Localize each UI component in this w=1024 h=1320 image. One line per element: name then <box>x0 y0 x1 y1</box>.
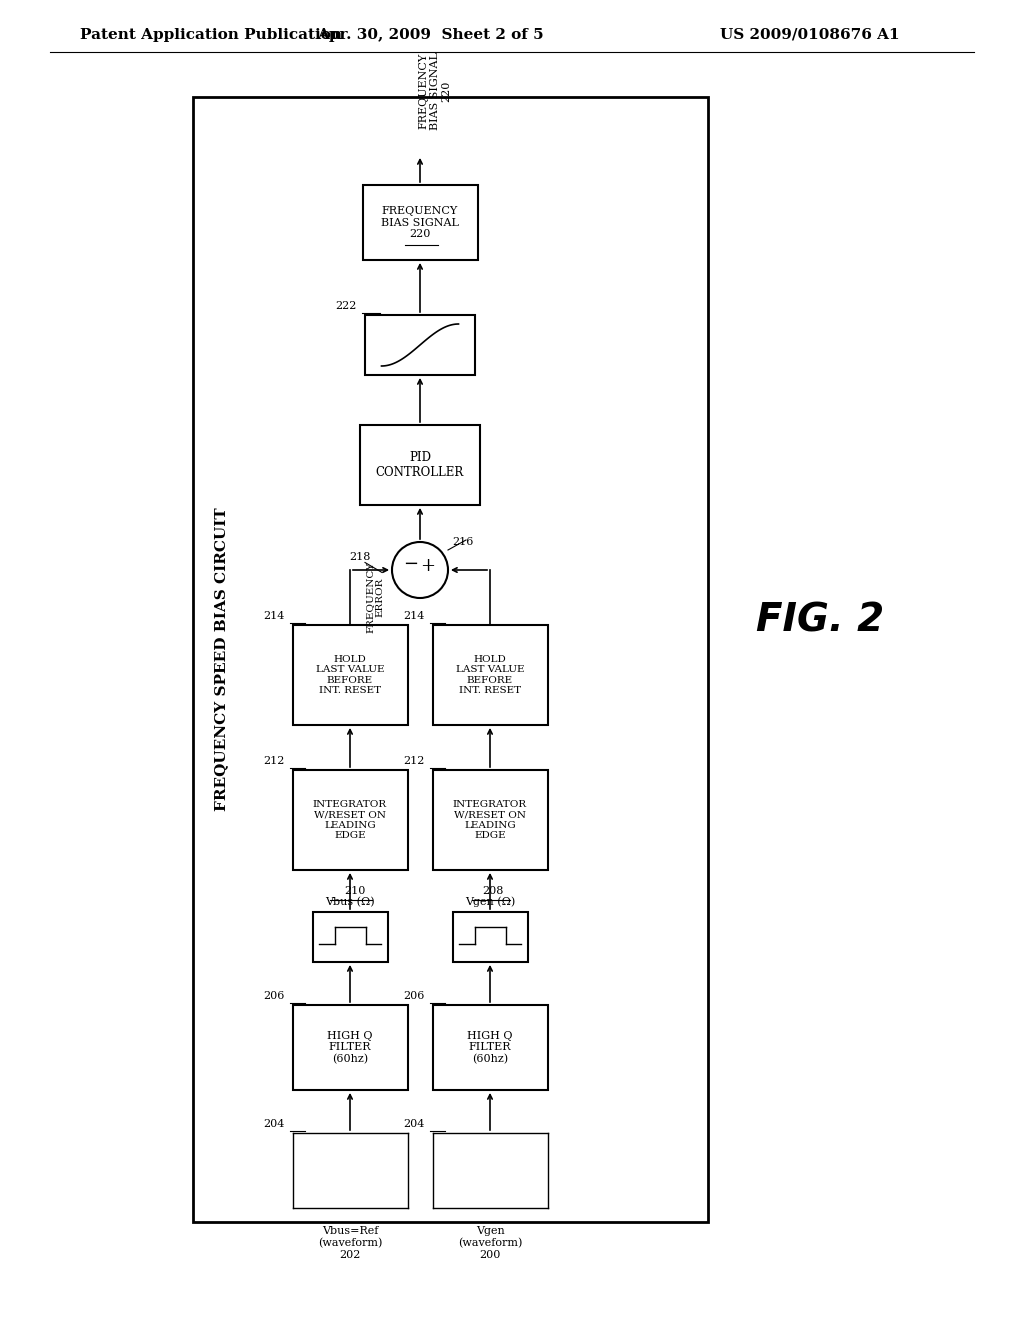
Text: 216: 216 <box>452 537 473 546</box>
Text: 214: 214 <box>403 611 425 620</box>
Text: FIG. 2: FIG. 2 <box>756 601 884 639</box>
Text: Vgen
(waveform)
200: Vgen (waveform) 200 <box>458 1226 522 1259</box>
Text: HOLD
LAST VALUE
BEFORE
INT. RESET: HOLD LAST VALUE BEFORE INT. RESET <box>315 655 384 696</box>
Text: −: − <box>403 554 419 573</box>
Text: 208: 208 <box>482 886 504 896</box>
Bar <box>362 185 478 260</box>
Text: INTEGRATOR
W/RESET ON
LEADING
EDGE: INTEGRATOR W/RESET ON LEADING EDGE <box>313 800 387 840</box>
Text: 204: 204 <box>263 1119 285 1129</box>
Bar <box>360 425 480 506</box>
Text: 212: 212 <box>263 756 285 766</box>
Bar <box>193 96 708 1222</box>
Text: 218: 218 <box>349 553 371 562</box>
Text: US 2009/0108676 A1: US 2009/0108676 A1 <box>720 28 900 42</box>
Bar <box>433 1005 548 1090</box>
Text: FREQUENCY
BIAS SIGNAL
220: FREQUENCY BIAS SIGNAL 220 <box>381 206 459 239</box>
Bar <box>293 770 408 870</box>
Text: 206: 206 <box>263 991 285 1001</box>
Text: FREQUENCY
BIAS SIGNAL
220: FREQUENCY BIAS SIGNAL 220 <box>419 51 452 129</box>
Text: FREQUENCY SPEED BIAS CIRCUIT: FREQUENCY SPEED BIAS CIRCUIT <box>214 508 228 812</box>
Text: Vbus (Ω): Vbus (Ω) <box>326 896 375 907</box>
Bar <box>453 912 528 962</box>
Text: PID
CONTROLLER: PID CONTROLLER <box>376 451 464 479</box>
Text: HIGH Q
FILTER
(60hz): HIGH Q FILTER (60hz) <box>467 1031 513 1064</box>
Text: 212: 212 <box>403 756 425 766</box>
Text: INTEGRATOR
W/RESET ON
LEADING
EDGE: INTEGRATOR W/RESET ON LEADING EDGE <box>453 800 527 840</box>
Text: HOLD
LAST VALUE
BEFORE
INT. RESET: HOLD LAST VALUE BEFORE INT. RESET <box>456 655 524 696</box>
Text: Patent Application Publication: Patent Application Publication <box>80 28 342 42</box>
Text: 204: 204 <box>403 1119 425 1129</box>
Text: 206: 206 <box>403 991 425 1001</box>
Text: FREQUENCY
ERROR: FREQUENCY ERROR <box>366 562 385 634</box>
Bar <box>293 1005 408 1090</box>
Bar <box>433 624 548 725</box>
Text: +: + <box>421 557 435 576</box>
Text: Apr. 30, 2009  Sheet 2 of 5: Apr. 30, 2009 Sheet 2 of 5 <box>316 28 544 42</box>
Bar <box>313 912 388 962</box>
Bar <box>293 624 408 725</box>
Text: 210: 210 <box>344 886 366 896</box>
Text: Vbus=Ref
(waveform)
202: Vbus=Ref (waveform) 202 <box>317 1226 382 1259</box>
Text: Vgen (Ω): Vgen (Ω) <box>465 896 515 907</box>
Bar <box>365 315 475 375</box>
Bar <box>433 770 548 870</box>
Text: HIGH Q
FILTER
(60hz): HIGH Q FILTER (60hz) <box>328 1031 373 1064</box>
Text: 214: 214 <box>263 611 285 620</box>
Text: 222: 222 <box>336 301 357 312</box>
